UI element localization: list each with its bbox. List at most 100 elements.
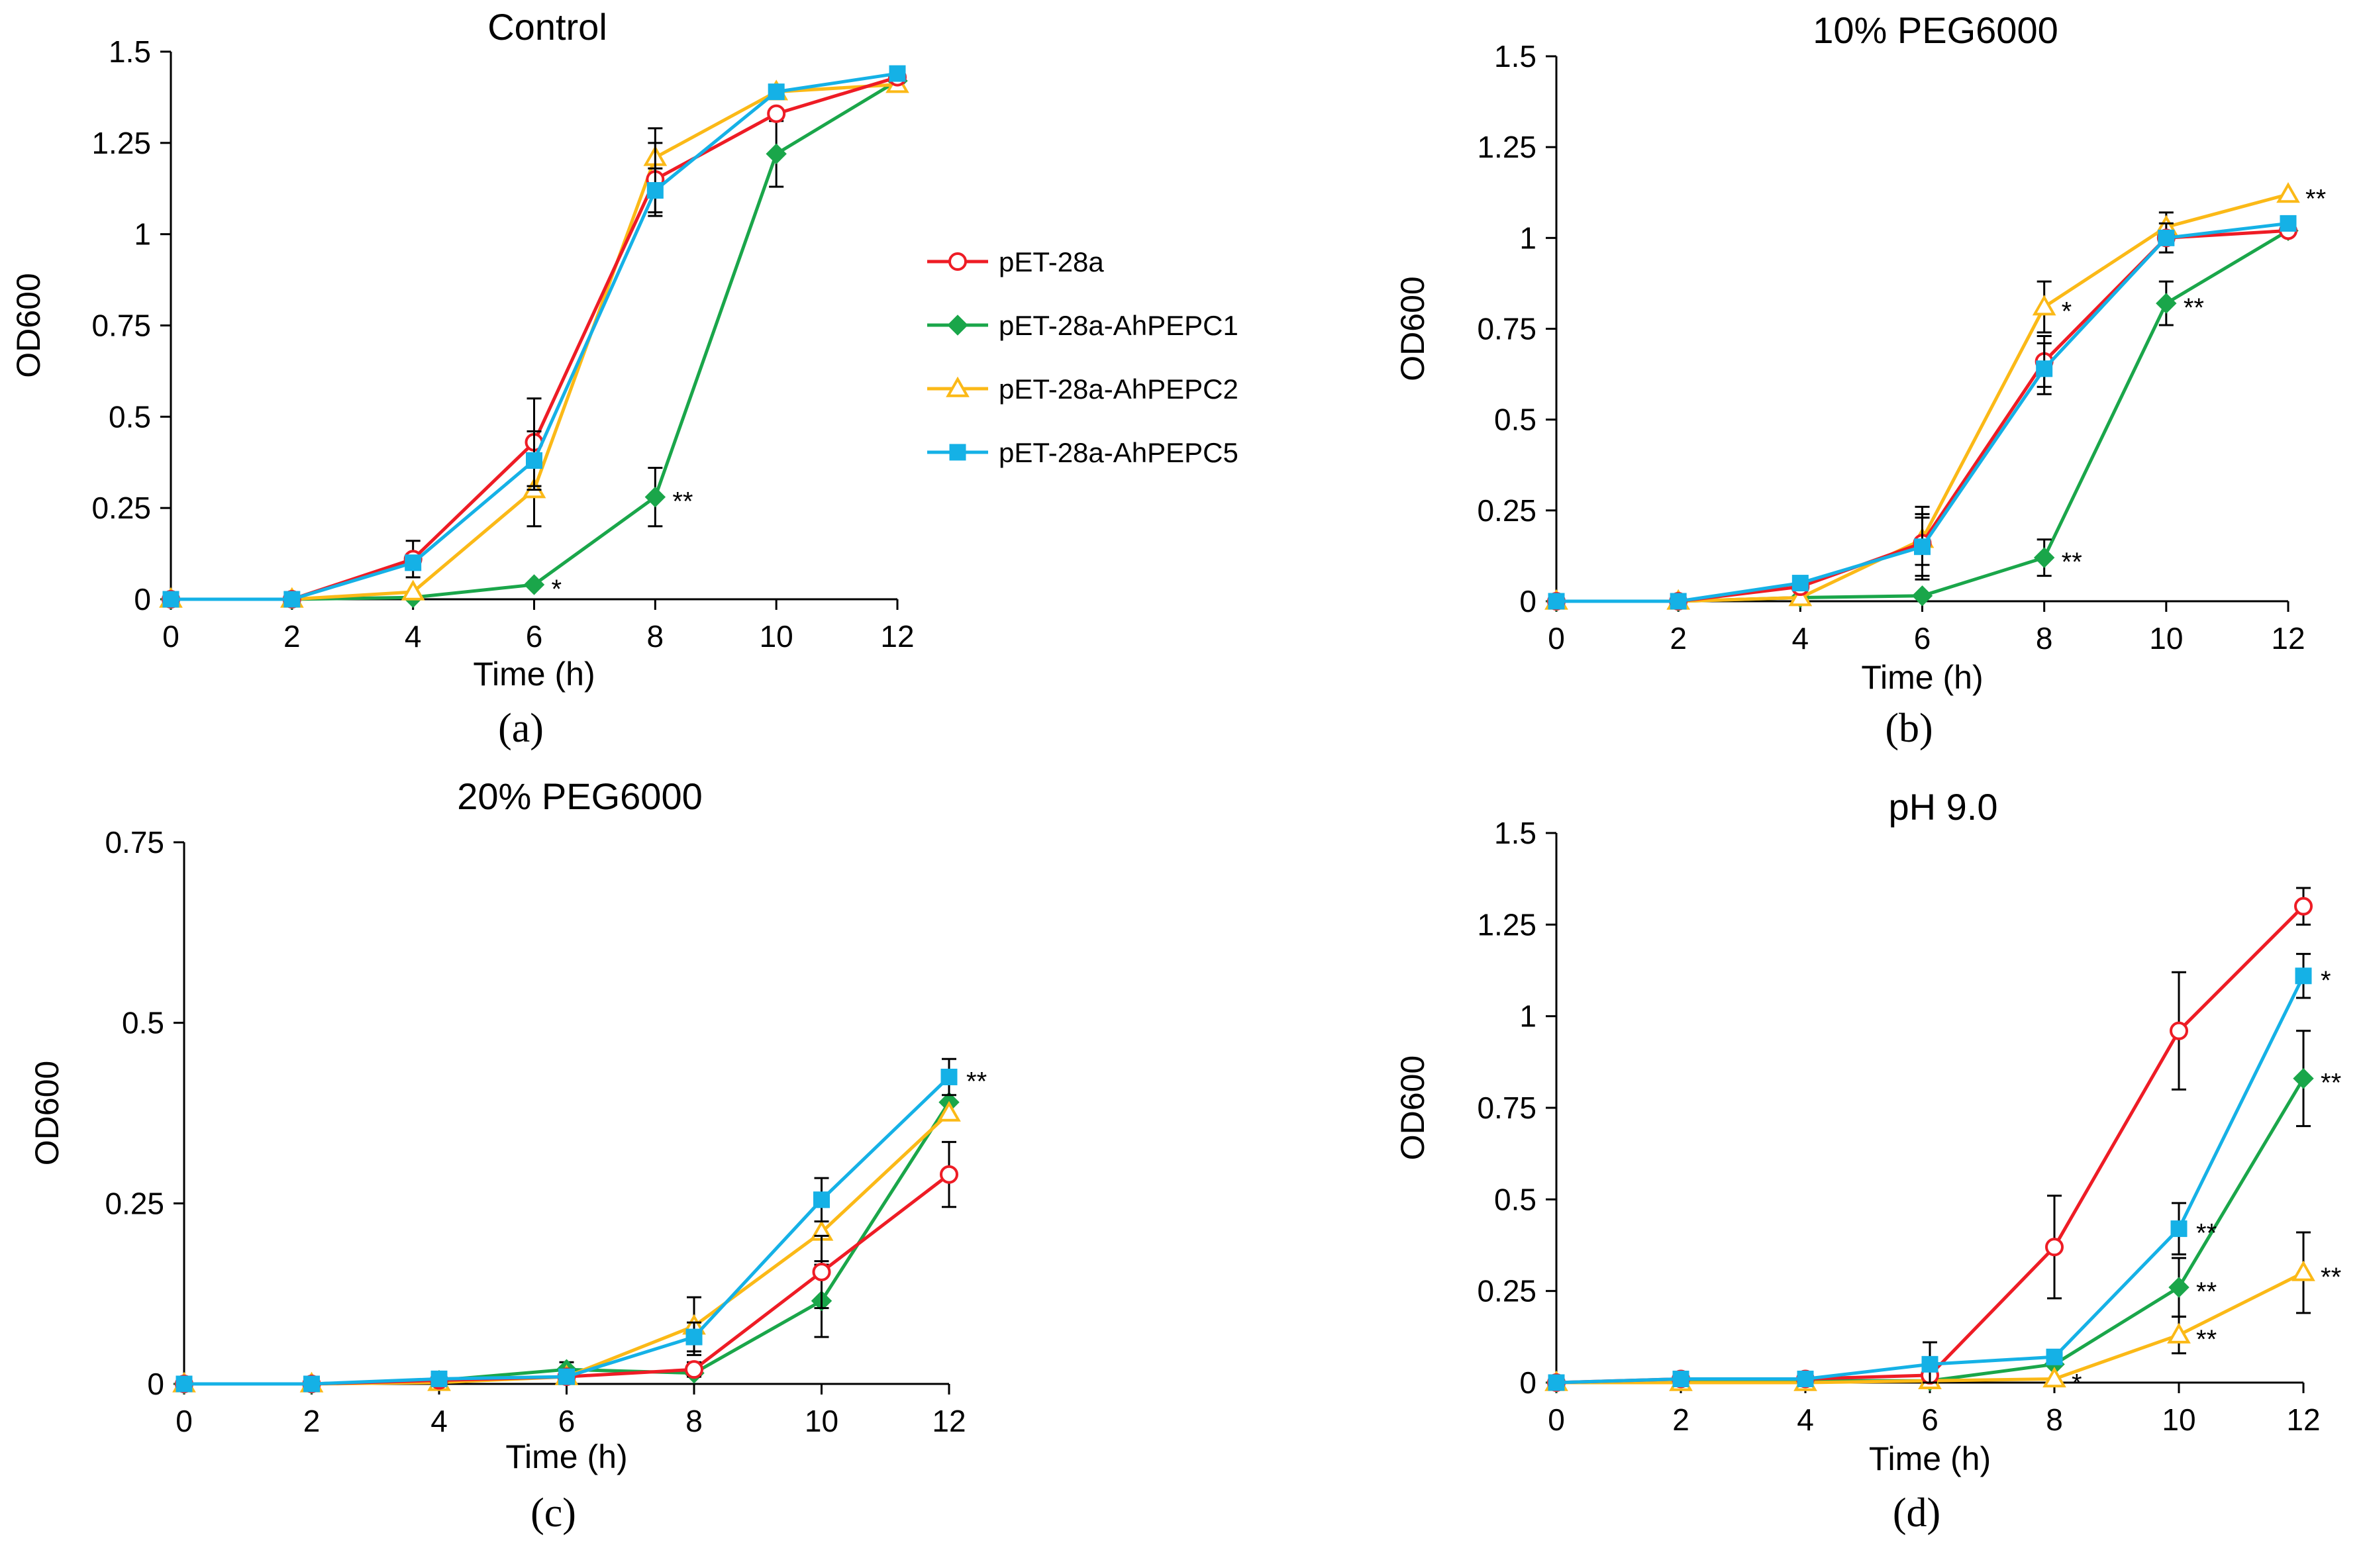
significance-marker: ** <box>2184 293 2204 322</box>
data-point <box>1921 1355 1938 1373</box>
chart-panel-b: 0 0.25 0.5 0.75 1 1.25 1.5 0 2 4 6 8 10 12 10% PEG6000… <box>1394 9 2326 751</box>
panel-label: (b) <box>1885 706 1933 751</box>
x-tick-label: 0 <box>176 1404 193 1438</box>
series-pet-28a <box>175 1141 958 1393</box>
data-point <box>2045 1238 2064 1257</box>
y-axis-label: OD600 <box>10 273 47 377</box>
x-tick-label: 8 <box>2046 1402 2063 1437</box>
x-tick-label: 8 <box>685 1404 703 1438</box>
x-axis-label: Time (h) <box>1861 659 1983 696</box>
y-tick-label: 0 <box>1519 584 1536 618</box>
y-tick-label: 0.25 <box>1477 1274 1536 1308</box>
x-tick-label: 12 <box>880 619 914 654</box>
x-tick-label: 10 <box>805 1404 838 1438</box>
data-point <box>2280 215 2297 232</box>
data-point <box>2036 360 2053 377</box>
data-point <box>2158 229 2175 246</box>
x-tick-label: 2 <box>283 619 301 654</box>
x-tick-label: 10 <box>2149 621 2183 656</box>
x-tick-label: 4 <box>405 619 422 654</box>
x-tick-label: 4 <box>430 1404 448 1438</box>
y-tick-label: 0.5 <box>1494 403 1536 437</box>
chart-title: Control <box>487 6 607 48</box>
data-point <box>2167 1322 2191 1344</box>
series-pet-28a <box>1547 887 2313 1392</box>
y-tick-label: 0 <box>147 1367 164 1401</box>
x-tick-label: 2 <box>303 1404 321 1438</box>
series-line <box>1556 905 2305 1385</box>
significance-marker: * <box>2062 297 2072 326</box>
significance-marker: ** <box>2321 1263 2341 1292</box>
legend: pET-28a pET-28a-AhPEPC1 pET-28a-AhPEPC2 pET… <box>927 246 1238 468</box>
y-tick-label: 1.25 <box>91 126 151 160</box>
panel-label: (a) <box>498 706 544 751</box>
y-tick-label: 1.5 <box>1494 39 1536 74</box>
data-point <box>767 104 786 123</box>
data-point <box>2046 1348 2063 1365</box>
data-point <box>405 554 422 571</box>
data-point <box>1911 585 1933 607</box>
x-tick-label: 2 <box>1670 621 1687 656</box>
data-point <box>889 65 906 82</box>
x-tick-label: 8 <box>647 619 664 654</box>
data-point <box>812 1262 831 1281</box>
x-tick-label: 6 <box>1914 621 1931 656</box>
y-tick-label: 1.25 <box>1477 907 1536 942</box>
significance-marker: ** <box>672 487 693 516</box>
data-point <box>401 579 425 601</box>
legend-entry-pet-28a-ahpepc2: pET-28a-AhPEPC2 <box>927 373 1238 405</box>
data-point <box>526 452 542 469</box>
legend-swatch-marker <box>949 444 966 461</box>
significance-marker: * <box>2072 1369 2082 1398</box>
series-line <box>1556 1077 2305 1385</box>
y-tick-label: 1 <box>1519 220 1536 255</box>
x-tick-label: 0 <box>1548 621 1565 656</box>
data-point <box>558 1368 575 1385</box>
y-tick-label: 0.25 <box>105 1186 164 1220</box>
data-point <box>2156 293 2177 314</box>
y-tick-label: 0.75 <box>1477 312 1536 346</box>
y-tick-label: 0.25 <box>91 491 151 525</box>
y-tick-label: 0 <box>134 582 151 616</box>
legend-label: pET-28a <box>999 246 1104 277</box>
x-axis-label: Time (h) <box>473 656 595 693</box>
data-point <box>2295 967 2312 985</box>
series-pet-28a-ahpepc5 <box>162 65 906 608</box>
data-point <box>2042 1367 2066 1388</box>
data-point <box>283 591 301 608</box>
series-pet-28a-ahpepc2 <box>172 1101 961 1393</box>
data-point <box>2170 1021 2188 1040</box>
series-line <box>184 1112 950 1386</box>
data-point <box>940 1068 958 1085</box>
data-point <box>523 574 545 595</box>
significance-marker: ** <box>966 1067 987 1096</box>
data-point <box>766 143 787 165</box>
data-point <box>2168 1277 2189 1298</box>
data-point <box>176 1375 193 1393</box>
y-tick-label: 0.5 <box>109 399 151 434</box>
x-tick-label: 0 <box>162 619 179 654</box>
data-point <box>646 182 664 199</box>
data-point <box>1548 1374 1565 1391</box>
chart-panel-d: 0 0.25 0.5 0.75 1 1.25 1.5 0 2 4 6 8 10 12 pH 9.0 Time … <box>1394 786 2341 1536</box>
legend-label: pET-28a-AhPEPC2 <box>999 373 1238 405</box>
chart-title: 20% PEG6000 <box>457 775 702 817</box>
y-tick-label: 1.5 <box>109 34 151 69</box>
y-tick-label: 0.5 <box>1494 1182 1536 1216</box>
legend-label: pET-28a-AhPEPC1 <box>999 310 1238 341</box>
data-point <box>768 83 785 101</box>
data-point <box>1548 593 1565 610</box>
series-pet-28a-ahpepc5 <box>1548 953 2312 1391</box>
data-point <box>2032 295 2056 316</box>
x-tick-label: 0 <box>1548 1402 1565 1437</box>
y-tick-label: 0 <box>1519 1365 1536 1400</box>
legend-swatch-marker <box>946 376 970 397</box>
legend-swatch-marker <box>947 315 968 336</box>
series-line <box>184 1075 950 1386</box>
x-tick-label: 10 <box>760 619 793 654</box>
chart-panel-c: 0 0.25 0.5 0.75 0 2 4 6 8 10 12 20% PEG6000 Time (h)… <box>28 775 987 1536</box>
y-tick-label: 0.25 <box>1477 493 1536 528</box>
series-line <box>184 1101 951 1386</box>
panel-label: (c) <box>530 1491 576 1536</box>
